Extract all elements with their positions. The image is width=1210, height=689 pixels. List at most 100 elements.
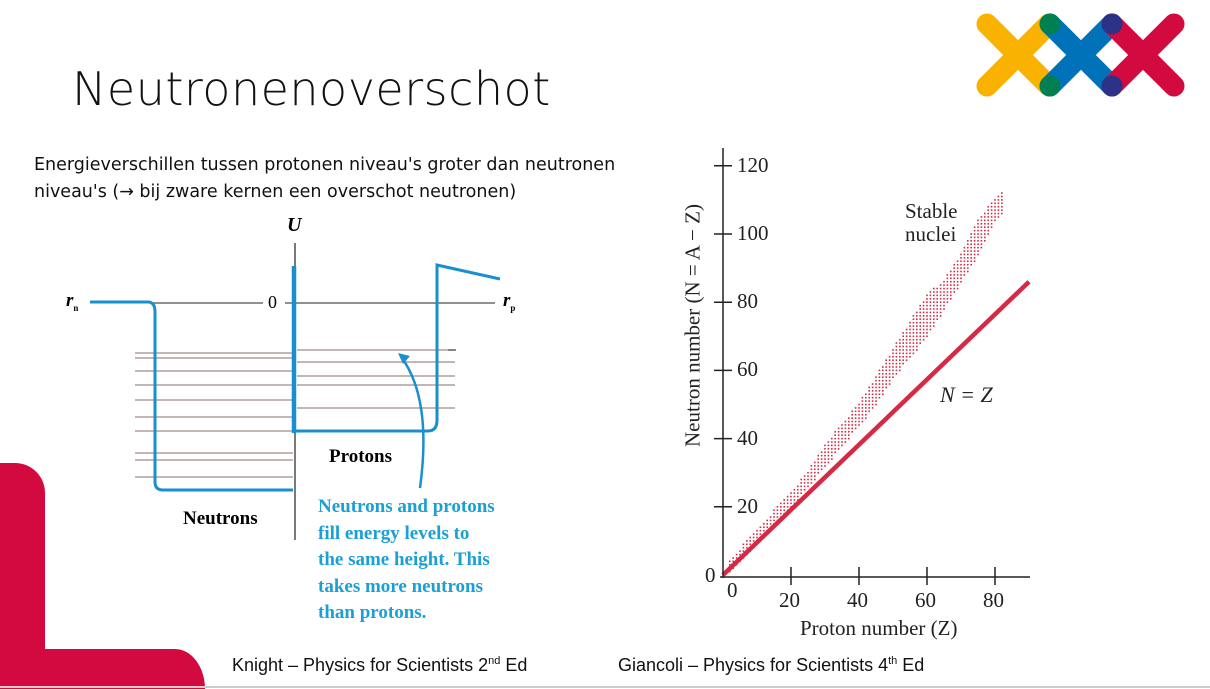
stable-nucleus-point [854,424,857,426]
stable-nucleus-point [916,315,918,317]
stable-nucleus-point [895,352,898,355]
stable-nucleus-point [803,485,806,488]
stable-nucleus-point [871,390,874,392]
stable-nucleus-point [919,325,921,327]
stable-nucleus-point [820,458,823,460]
stable-nucleus-point [977,233,979,235]
annotation-arrow [400,357,425,489]
stable-nucleus-point [980,216,983,218]
stable-nucleus-point [967,250,969,252]
stable-nucleus-point [919,328,921,331]
stable-nucleus-point [746,540,748,542]
stable-nucleus-point [868,396,870,399]
stable-nucleus-point [939,284,942,286]
stable-nucleus-point [963,267,966,269]
protons-label: Protons [329,446,392,467]
stable-nuclei-band [729,192,1003,573]
stable-nucleus-point [841,424,843,426]
stable-nucleus-point [926,308,928,310]
stable-nucleus-point [953,270,955,273]
stable-nucleus-point [950,270,952,273]
stable-nucleus-point [888,379,891,382]
stable-nucleus-point [987,226,989,228]
stable-nucleus-point [970,240,972,242]
neutron-energy-levels [135,352,293,478]
stable-nucleus-point [977,219,979,222]
stable-nucleus-point [926,297,928,300]
stable-nucleus-point [865,393,867,396]
stable-nucleus-point [807,478,809,481]
stable-nucleus-point [967,257,969,259]
stable-nucleus-point [854,410,857,413]
stable-nucleus-point [786,502,789,505]
stable-nucleus-point [1001,209,1003,211]
stable-nucleus-point [895,355,898,358]
stable-nucleus-point [922,318,925,321]
stable-nucleus-point [810,482,813,484]
stable-nucleus-point [956,277,959,280]
stable-nucleus-point [922,332,925,334]
stable-nucleus-point [871,393,874,396]
stable-nucleus-point [834,448,836,450]
y-tick-label: 0 [705,563,716,587]
stable-nucleus-point [885,359,887,361]
stable-nucleus-point [960,270,962,273]
stable-nucleus-point [909,352,911,355]
stable-nucleus-point [865,410,867,413]
stable-nucleus-point [909,332,911,334]
stable-nucleus-point [820,468,823,471]
stable-nucleus-point [919,311,921,314]
stable-nucleus-point [742,550,745,552]
stable-nucleus-point [837,434,840,436]
stable-nucleus-point [956,260,959,263]
stable-nuclei-label: Stable nuclei [905,199,958,246]
stable-nucleus-point [773,509,775,512]
stable-nucleus-point [875,379,877,382]
stable-nucleus-point [946,277,949,280]
stable-nucleus-point [817,458,819,460]
stable-nucleus-point [793,492,796,494]
stable-nucleus-point [946,291,949,293]
stable-nucleus-point [895,349,898,351]
reference-giancoli: Giancoli – Physics for Scientists 4th Ed [618,655,925,675]
stable-nucleus-point [800,482,802,484]
stable-nucleus-point [929,318,932,321]
stable-nucleus-point [892,359,894,361]
stable-nucleus-point [916,328,918,331]
stable-nucleus-point [950,284,952,286]
stable-nucleus-point [936,297,938,300]
stable-nucleus-point [994,219,996,222]
stable-nucleus-point [994,199,996,201]
stable-nucleus-point [834,451,836,454]
stable-nucleus-point [858,410,860,413]
intro-text: Energieverschillen tussen protonen nivea… [34,155,616,202]
stable-nucleus-point [977,246,979,249]
stable-nucleus-point [963,260,966,263]
stable-nucleus-point [810,478,813,481]
stable-nucleus-point [800,488,802,491]
stable-nucleus-point [1001,205,1003,208]
stable-nucleus-point [973,253,976,256]
y-axis-label: Neutron number (N = A − Z) [680,204,705,447]
stable-nucleus-point [817,454,819,457]
stable-nucleus-point [980,246,983,249]
stable-nucleus-point [786,495,789,498]
stable-nucleus-point [943,301,945,303]
stable-nucleus-point [926,332,928,334]
stable-nucleus-point [960,263,962,266]
stable-nucleus-point [752,536,755,539]
stable-nucleus-point [933,294,935,297]
stable-nucleus-point [909,325,911,327]
stable-nucleus-point [922,304,925,307]
stable-nucleus-point [926,335,928,338]
stable-nucleus-point [732,557,734,559]
stable-nucleus-point [970,260,972,263]
stable-nucleus-point [861,396,864,399]
stable-nucleus-point [926,304,928,307]
stable-nucleus-point [803,488,806,491]
stable-nucleus-point [878,373,881,375]
stable-nucleus-point [953,267,955,269]
stable-nucleus-point [956,270,959,273]
stable-nucleus-point [878,379,881,382]
